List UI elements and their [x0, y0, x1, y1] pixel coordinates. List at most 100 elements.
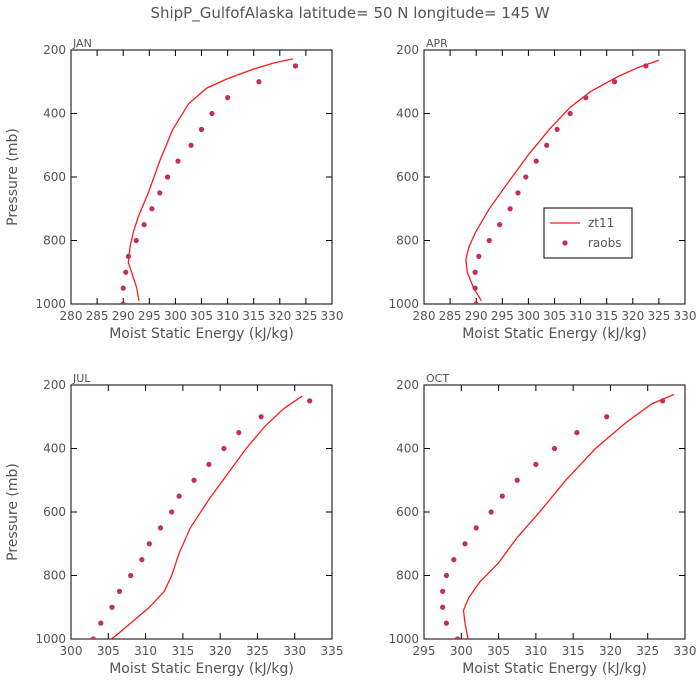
- data-point-raobs: [225, 95, 231, 101]
- data-point-raobs: [128, 572, 134, 579]
- x-tick-label: 285: [439, 309, 462, 323]
- y-tick-label: 1000: [388, 632, 419, 646]
- y-tick-label: 1000: [35, 632, 66, 646]
- y-tick-label: 400: [396, 442, 419, 456]
- x-tick-label: 305: [487, 644, 510, 658]
- x-tick-label: 290: [112, 309, 135, 323]
- x-tick-label: 315: [562, 644, 585, 658]
- y-tick-label: 800: [43, 234, 66, 248]
- y-tick-label: 400: [43, 442, 66, 456]
- x-tick-label: 325: [647, 309, 670, 323]
- data-point-raobs: [157, 190, 163, 196]
- y-tick-label: 800: [396, 234, 419, 248]
- data-point-raobs: [169, 509, 175, 515]
- x-tick-label: 285: [86, 309, 109, 323]
- data-point-raobs: [554, 126, 560, 132]
- chart-panel-jan: 280 285 290 295 300 305 310 315 320 325 330 200 400 6…: [5, 37, 343, 342]
- data-point-raobs: [236, 430, 242, 436]
- x-tick-label: 300: [164, 309, 187, 323]
- data-point-raobs: [604, 414, 610, 420]
- data-point-raobs: [120, 301, 126, 304]
- x-tick-label: 315: [242, 309, 265, 323]
- data-point-raobs: [499, 493, 505, 499]
- data-point-raobs: [472, 269, 478, 275]
- data-point-raobs: [188, 142, 194, 148]
- panels-container: 280 285 290 295 300 305 310 315 320 325 3302004006…: [5, 37, 696, 677]
- y-tick-label: 600: [43, 170, 66, 184]
- data-point-raobs: [109, 604, 115, 610]
- y-tick-label: 800: [43, 569, 66, 583]
- data-point-raobs: [454, 636, 461, 639]
- data-point-raobs: [221, 445, 227, 452]
- y-tick-label: 600: [396, 170, 419, 184]
- legend-label-model: zt11: [588, 216, 614, 230]
- data-point-raobs: [533, 158, 539, 164]
- x-tick-label: 320: [599, 644, 622, 658]
- data-point-raobs: [123, 269, 129, 275]
- x-tick-label: 325: [246, 644, 269, 658]
- data-point-raobs: [141, 222, 147, 228]
- x-tick-label: 280: [413, 309, 436, 323]
- y-tick-label: 400: [43, 107, 66, 121]
- y-tick-label: 600: [396, 505, 419, 519]
- data-point-raobs: [175, 158, 181, 164]
- series-line-zt11: [127, 58, 294, 301]
- panel-label: JAN: [72, 37, 92, 50]
- x-tick-label: 295: [138, 309, 161, 323]
- y-tick-label: 600: [43, 505, 66, 519]
- x-tick-label: 280: [60, 309, 83, 323]
- data-point-raobs: [149, 206, 155, 212]
- x-axis-label: Moist Static Energy (kJ/kg): [109, 326, 294, 342]
- data-point-raobs: [125, 253, 132, 259]
- data-point-raobs: [473, 525, 479, 531]
- data-point-raobs: [440, 588, 446, 594]
- data-point-raobs: [523, 174, 529, 180]
- plot-frame: [423, 49, 686, 305]
- chart-panel-jul: 300 305 310 315 320 325 330 335 200 400 600 800 1000…: [5, 372, 343, 677]
- x-tick-label: 330: [674, 644, 697, 658]
- y-tick-label: 1000: [35, 297, 66, 311]
- x-tick-label: 320: [209, 644, 232, 658]
- data-point-raobs: [476, 253, 482, 259]
- x-tick-label: 295: [413, 644, 436, 658]
- data-point-raobs: [611, 79, 618, 85]
- plot-frame: [70, 384, 333, 640]
- data-point-raobs: [209, 110, 215, 117]
- data-point-raobs: [583, 95, 589, 101]
- data-point-raobs: [139, 557, 145, 563]
- data-point-raobs: [292, 63, 299, 69]
- plot-area: [465, 59, 660, 304]
- y-tick-label: 200: [396, 43, 419, 57]
- x-tick-label: 315: [171, 644, 194, 658]
- x-tick-label: 290: [465, 309, 488, 323]
- x-tick-label: 330: [283, 644, 306, 658]
- series-line-zt11: [462, 393, 675, 639]
- data-point-raobs: [256, 79, 262, 85]
- data-point-raobs: [116, 588, 123, 594]
- plot-area: [120, 58, 299, 304]
- data-point-raobs: [258, 414, 264, 420]
- x-tick-label: 325: [636, 644, 659, 658]
- data-point-raobs: [551, 445, 558, 452]
- data-point-raobs: [660, 398, 666, 404]
- data-point-raobs: [90, 636, 96, 639]
- x-tick-label: 300: [60, 644, 83, 658]
- data-point-raobs: [440, 604, 446, 610]
- x-tick-label: 310: [216, 309, 239, 323]
- data-point-raobs: [176, 493, 182, 499]
- data-point-raobs: [146, 541, 152, 547]
- data-point-raobs: [191, 477, 197, 483]
- data-point-raobs: [473, 301, 479, 304]
- data-point-raobs: [98, 620, 104, 626]
- x-axis-label: Moist Static Energy (kJ/kg): [462, 661, 647, 677]
- data-point-raobs: [544, 142, 550, 148]
- x-tick-label: 330: [674, 309, 697, 323]
- plot-frame: [423, 384, 686, 640]
- x-tick-label: 325: [294, 309, 317, 323]
- y-axis-label: Pressure (mb): [5, 128, 21, 226]
- x-tick-label: 335: [321, 644, 344, 658]
- y-tick-label: 200: [43, 43, 66, 57]
- x-tick-label: 295: [491, 309, 514, 323]
- x-tick-label: 300: [450, 644, 473, 658]
- data-point-raobs: [643, 63, 649, 69]
